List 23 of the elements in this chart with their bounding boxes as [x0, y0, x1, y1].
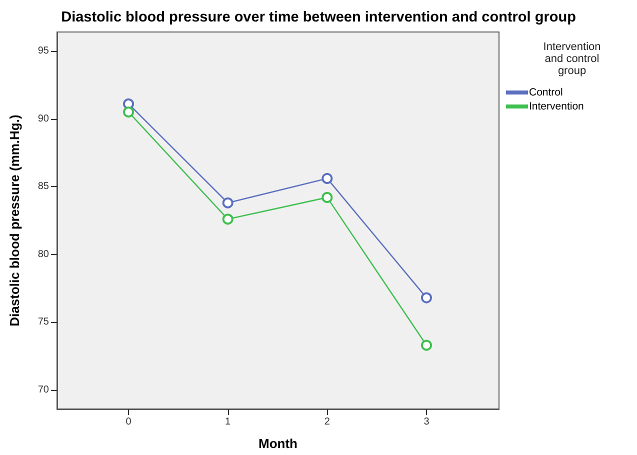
x-tick-label: 2 — [324, 416, 330, 428]
point — [222, 214, 234, 225]
y-tick-label: 80 — [38, 248, 50, 260]
y-tick-label: 85 — [38, 181, 50, 192]
point — [222, 197, 234, 208]
y-axis-title: Diastolic blood pressure (mm.Hg.) — [7, 114, 22, 326]
legend-label: Intervention — [529, 100, 584, 112]
x-tick-label: 0 — [126, 416, 132, 428]
chart-title: Diastolic blood pressure over time between intervention and control group — [61, 10, 576, 26]
legend-label: Control — [529, 86, 563, 98]
legend-title: Intervention and control group — [543, 41, 601, 77]
y-tick-label: 95 — [38, 45, 50, 56]
y-tick-label: 90 — [38, 113, 50, 124]
point — [421, 340, 432, 351]
point — [421, 292, 432, 304]
x-tick-label: 1 — [225, 416, 232, 428]
x-tick-label: 3 — [424, 416, 430, 428]
point — [322, 172, 333, 184]
x-axis-title: Month — [258, 436, 298, 451]
y-tick-label: 75 — [38, 316, 50, 328]
point — [123, 106, 134, 118]
y-tick-label: 70 — [38, 384, 50, 396]
point — [322, 192, 333, 203]
